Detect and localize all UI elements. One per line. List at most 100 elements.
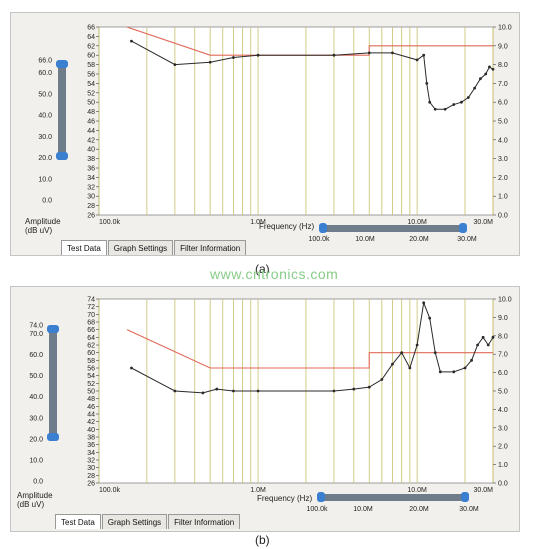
- x-axis-label: 10.0M: [407, 487, 427, 494]
- amplitude-label: Amplitude (dB uV): [25, 217, 61, 235]
- data-point: [452, 370, 456, 374]
- amplitude-slider-tick: 30.0: [29, 415, 43, 422]
- amplitude-slider-b[interactable]: [47, 325, 59, 441]
- data-point: [433, 351, 437, 355]
- x-axis-label: 30.0M: [474, 219, 494, 226]
- data-point: [232, 56, 235, 59]
- right-axis-label: 2.0: [498, 444, 508, 451]
- tab-filter-information[interactable]: Filter Information: [168, 514, 241, 529]
- left-axis-label: 28: [87, 473, 95, 480]
- left-axis-label: 60: [87, 350, 95, 357]
- data-point: [491, 335, 495, 339]
- right-axis-label: 1.0: [498, 194, 508, 201]
- tab-test-data[interactable]: Test Data: [61, 240, 107, 255]
- left-axis-label: 36: [87, 166, 95, 173]
- data-point: [130, 39, 133, 43]
- tab-test-data[interactable]: Test Data: [55, 514, 101, 529]
- right-axis-label: 0.0: [498, 481, 508, 488]
- plot-svg-b: 7472706866646260585654525048464442403836…: [29, 297, 512, 495]
- data-point: [438, 370, 442, 374]
- x-axis-label: 100.0k: [99, 219, 121, 226]
- amplitude-slider-tick: 20.0: [29, 436, 43, 443]
- frequency-slider-a[interactable]: [319, 223, 467, 233]
- amplitude-slider-a[interactable]: [56, 60, 68, 160]
- right-axis-label: 5.0: [498, 389, 508, 396]
- data-point: [367, 51, 371, 55]
- amplitude-slider-tick: 74.0: [29, 323, 43, 330]
- tab-bar-b: Test Data Graph Settings Filter Informat…: [55, 514, 241, 529]
- left-axis-label: 32: [87, 458, 95, 465]
- amplitude-slider-tick: 10.0: [29, 457, 43, 464]
- data-point: [422, 301, 426, 305]
- right-axis-label: 3.0: [498, 156, 508, 163]
- frequency-slider-right-knob[interactable]: [459, 223, 467, 233]
- data-point: [208, 60, 212, 64]
- data-point: [256, 53, 260, 57]
- data-point: [428, 316, 432, 320]
- slider-tick: 30.0M: [459, 506, 479, 513]
- left-axis-label: 74: [87, 297, 95, 304]
- frequency-label: Frequency (Hz): [257, 494, 313, 503]
- amplitude-slider-tick: 30.0: [38, 134, 52, 141]
- tab-filter-information[interactable]: Filter Information: [174, 240, 247, 255]
- right-axis-label: 2.0: [498, 175, 508, 182]
- left-axis-label: 48: [87, 396, 95, 403]
- x-axis-label: 10.0M: [407, 219, 427, 226]
- data-point: [463, 366, 467, 370]
- left-axis-label: 48: [87, 109, 95, 116]
- data-point: [460, 100, 463, 104]
- slider-tick: 20.0M: [409, 236, 429, 243]
- amplitude-slider-bottom-knob[interactable]: [56, 152, 68, 160]
- right-axis-label: 4.0: [498, 137, 508, 144]
- left-axis-label: 34: [87, 450, 95, 457]
- amplitude-slider-top-knob[interactable]: [56, 60, 68, 68]
- left-axis-label: 32: [87, 184, 95, 191]
- frequency-slider-left-knob[interactable]: [317, 492, 325, 502]
- left-axis-label: 46: [87, 119, 95, 126]
- amplitude-slider-tick: 20.0: [38, 155, 52, 162]
- right-axis-label: 3.0: [498, 425, 508, 432]
- left-axis-label: 58: [87, 62, 95, 69]
- amplitude-slider-tick: 60.0: [29, 352, 43, 359]
- tab-graph-settings[interactable]: Graph Settings: [101, 514, 168, 529]
- tab-graph-settings[interactable]: Graph Settings: [107, 240, 174, 255]
- right-axis-label: 8.0: [498, 333, 508, 340]
- frequency-slider-b[interactable]: [317, 492, 469, 502]
- data-point: [391, 362, 394, 366]
- x-axis-label: 100.0k: [99, 487, 121, 494]
- left-axis-label: 52: [87, 381, 95, 388]
- tab-bar-a: Test Data Graph Settings Filter Informat…: [61, 240, 247, 255]
- left-axis-label: 34: [87, 175, 95, 182]
- data-point: [256, 389, 260, 393]
- data-point: [433, 107, 437, 111]
- right-axis-label: 5.0: [498, 119, 508, 126]
- left-axis-label: 40: [87, 147, 95, 154]
- amplitude-label: Amplitude (dB uV): [17, 491, 53, 509]
- right-axis-label: 9.0: [498, 43, 508, 50]
- amplitude-slider-bottom-knob[interactable]: [47, 433, 59, 441]
- data-point: [466, 96, 470, 99]
- slider-tick: 20.0M: [409, 506, 429, 513]
- left-axis-label: 42: [87, 419, 95, 426]
- left-axis-label: 30: [87, 194, 95, 201]
- frequency-slider-left-knob[interactable]: [319, 223, 327, 233]
- data-point: [232, 389, 235, 393]
- left-axis-label: 72: [87, 304, 95, 311]
- right-axis-label: 10.0: [498, 297, 512, 304]
- data-point: [428, 100, 432, 104]
- amplitude-slider-tick: 40.0: [38, 113, 52, 120]
- frequency-slider-right-knob[interactable]: [461, 492, 469, 502]
- amplitude-slider-top-knob[interactable]: [47, 325, 59, 333]
- amplitude-slider-tick: 70.0: [29, 331, 43, 338]
- right-axis-label: 1.0: [498, 462, 508, 469]
- amplitude-slider-tick: 60.0: [38, 70, 52, 77]
- slider-tick: 100.0k: [308, 236, 330, 243]
- left-axis-label: 60: [87, 53, 95, 60]
- x-axis-label: 1.0M: [250, 487, 266, 494]
- data-point: [473, 86, 477, 90]
- data-point: [215, 387, 219, 391]
- left-axis-label: 38: [87, 156, 95, 163]
- left-axis-label: 54: [87, 373, 95, 380]
- chart-panel-a: 66 64 62 60 58 56 54 52 50 48 46 44 42 40 38 36 34 32 30 28…: [10, 12, 520, 256]
- left-axis-label: 26: [87, 481, 95, 488]
